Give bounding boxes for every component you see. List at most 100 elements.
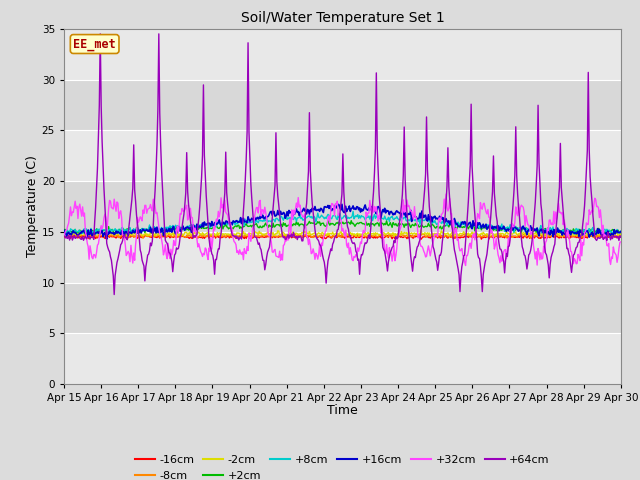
+16cm	[617, 229, 625, 235]
+64cm	[97, 31, 104, 37]
-16cm	[312, 233, 320, 239]
-8cm	[480, 234, 488, 240]
-2cm	[617, 230, 625, 236]
-8cm	[312, 233, 320, 239]
+2cm	[313, 221, 321, 227]
+32cm	[617, 239, 625, 245]
+16cm	[313, 207, 321, 213]
-16cm	[417, 237, 425, 242]
+16cm	[159, 233, 167, 239]
-8cm	[60, 233, 68, 239]
+2cm	[204, 225, 212, 230]
+16cm	[204, 221, 212, 227]
Line: -8cm: -8cm	[64, 234, 621, 239]
+2cm	[84, 231, 92, 237]
+64cm	[434, 267, 442, 273]
-8cm	[528, 236, 536, 241]
Bar	[64, 130, 621, 181]
Bar	[64, 333, 621, 384]
-8cm	[617, 233, 625, 239]
+32cm	[60, 233, 68, 239]
Bar	[64, 283, 621, 333]
+8cm	[204, 222, 212, 228]
+8cm	[349, 208, 357, 214]
Legend: -16cm, -8cm, -2cm, +2cm, +8cm, +16cm, +32cm, +64cm: -16cm, -8cm, -2cm, +2cm, +8cm, +16cm, +3…	[131, 451, 554, 480]
+2cm	[434, 223, 442, 229]
+2cm	[348, 218, 355, 224]
+16cm	[103, 236, 111, 242]
-2cm	[390, 234, 398, 240]
+16cm	[60, 227, 68, 233]
Line: +16cm: +16cm	[64, 204, 621, 239]
+32cm	[461, 263, 469, 268]
-16cm	[159, 233, 166, 239]
+32cm	[442, 191, 450, 197]
Line: +64cm: +64cm	[64, 34, 621, 295]
+8cm	[159, 227, 167, 232]
Title: Soil/Water Temperature Set 1: Soil/Water Temperature Set 1	[241, 11, 444, 25]
+2cm	[60, 228, 68, 233]
+32cm	[481, 205, 489, 211]
+16cm	[338, 202, 346, 207]
Y-axis label: Temperature (C): Temperature (C)	[26, 156, 39, 257]
+64cm	[390, 238, 398, 243]
Line: +8cm: +8cm	[64, 211, 621, 235]
Bar	[64, 181, 621, 232]
+8cm	[390, 217, 398, 223]
-8cm	[338, 231, 346, 237]
+8cm	[617, 228, 625, 234]
+64cm	[161, 223, 168, 228]
+32cm	[159, 242, 166, 248]
-2cm	[312, 231, 320, 237]
Line: -2cm: -2cm	[64, 230, 621, 237]
+64cm	[205, 236, 213, 241]
+64cm	[617, 234, 625, 240]
+8cm	[60, 228, 68, 234]
-16cm	[354, 232, 362, 238]
-8cm	[204, 234, 211, 240]
-8cm	[389, 233, 397, 239]
-2cm	[417, 227, 425, 233]
+2cm	[481, 225, 489, 230]
-8cm	[159, 233, 166, 239]
+64cm	[314, 237, 322, 242]
+64cm	[481, 260, 489, 265]
+32cm	[204, 252, 211, 258]
+16cm	[390, 210, 398, 216]
+32cm	[312, 251, 320, 256]
-16cm	[389, 234, 397, 240]
-2cm	[60, 232, 68, 238]
Bar	[64, 29, 621, 80]
-16cm	[617, 234, 625, 240]
+2cm	[390, 221, 398, 227]
-2cm	[204, 230, 211, 236]
-16cm	[434, 235, 442, 241]
+16cm	[481, 223, 489, 229]
-2cm	[388, 231, 396, 237]
+64cm	[110, 292, 118, 298]
+8cm	[313, 215, 321, 221]
Bar	[64, 232, 621, 283]
+8cm	[61, 232, 68, 238]
Line: +32cm: +32cm	[64, 194, 621, 265]
+32cm	[432, 232, 440, 238]
-8cm	[433, 234, 440, 240]
+2cm	[617, 229, 625, 235]
+2cm	[159, 227, 167, 233]
-2cm	[434, 231, 442, 237]
+8cm	[434, 221, 442, 227]
+8cm	[481, 223, 489, 229]
+32cm	[388, 258, 396, 264]
X-axis label: Time: Time	[327, 405, 358, 418]
-16cm	[60, 233, 68, 239]
-16cm	[204, 233, 211, 239]
-2cm	[159, 231, 166, 237]
+16cm	[434, 216, 442, 221]
-16cm	[481, 235, 489, 240]
-2cm	[481, 232, 489, 238]
Text: EE_met: EE_met	[73, 37, 116, 50]
Line: -16cm: -16cm	[64, 235, 621, 240]
Line: +2cm: +2cm	[64, 221, 621, 234]
+64cm	[60, 234, 68, 240]
Bar	[64, 80, 621, 130]
